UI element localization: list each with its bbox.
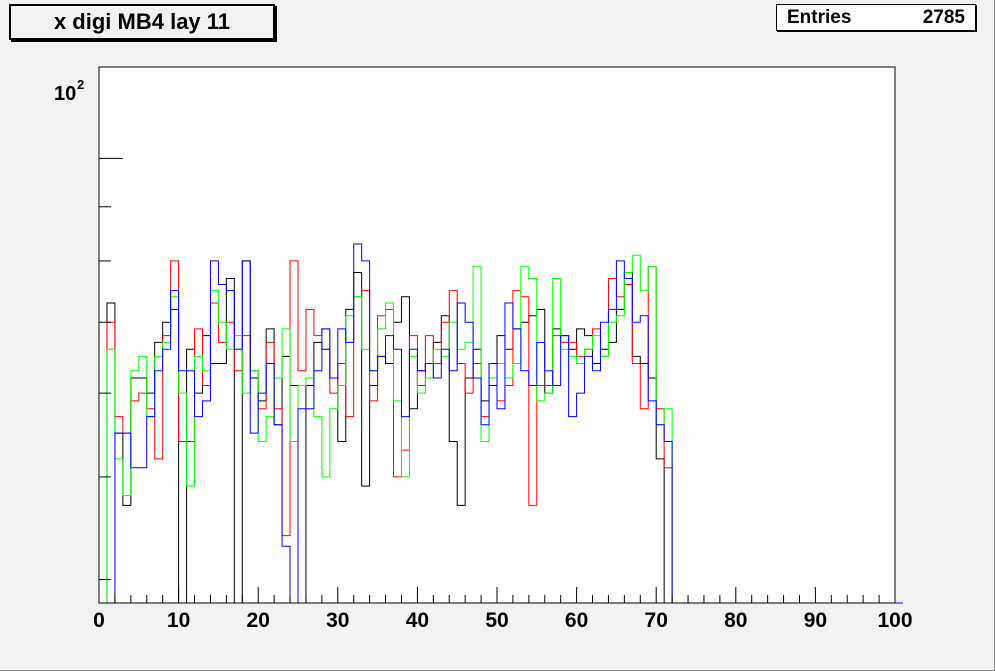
x-tick-label: 70 [645,609,668,632]
x-tick-label: 60 [565,609,588,632]
y-tick-base: 10 [54,83,76,105]
plot-frame [98,66,896,604]
x-tick-label: 0 [93,609,105,632]
y-tick-label-100: 10 2 [54,77,84,105]
title-box: x digi MB4 lay 11 [9,4,275,40]
stats-box: Entries 2785 [776,4,976,31]
axis-layer: 0 10 20 30 40 50 60 70 80 90 100 [93,67,913,632]
x-tick-label: 80 [724,609,747,632]
x-tick-label: 20 [247,609,270,632]
y-tick-exponent: 2 [77,77,84,92]
x-tick-label: 40 [406,609,429,632]
x-tick-label: 50 [485,609,508,632]
x-tick-label: 10 [167,609,190,632]
x-tick-label: 90 [804,609,827,632]
stats-entries-label: Entries [787,7,852,28]
x-tick-label: 100 [877,609,912,632]
stats-entries-value: 2785 [922,7,965,28]
x-tick-label: 30 [326,609,349,632]
chart-title: x digi MB4 lay 11 [53,9,231,34]
